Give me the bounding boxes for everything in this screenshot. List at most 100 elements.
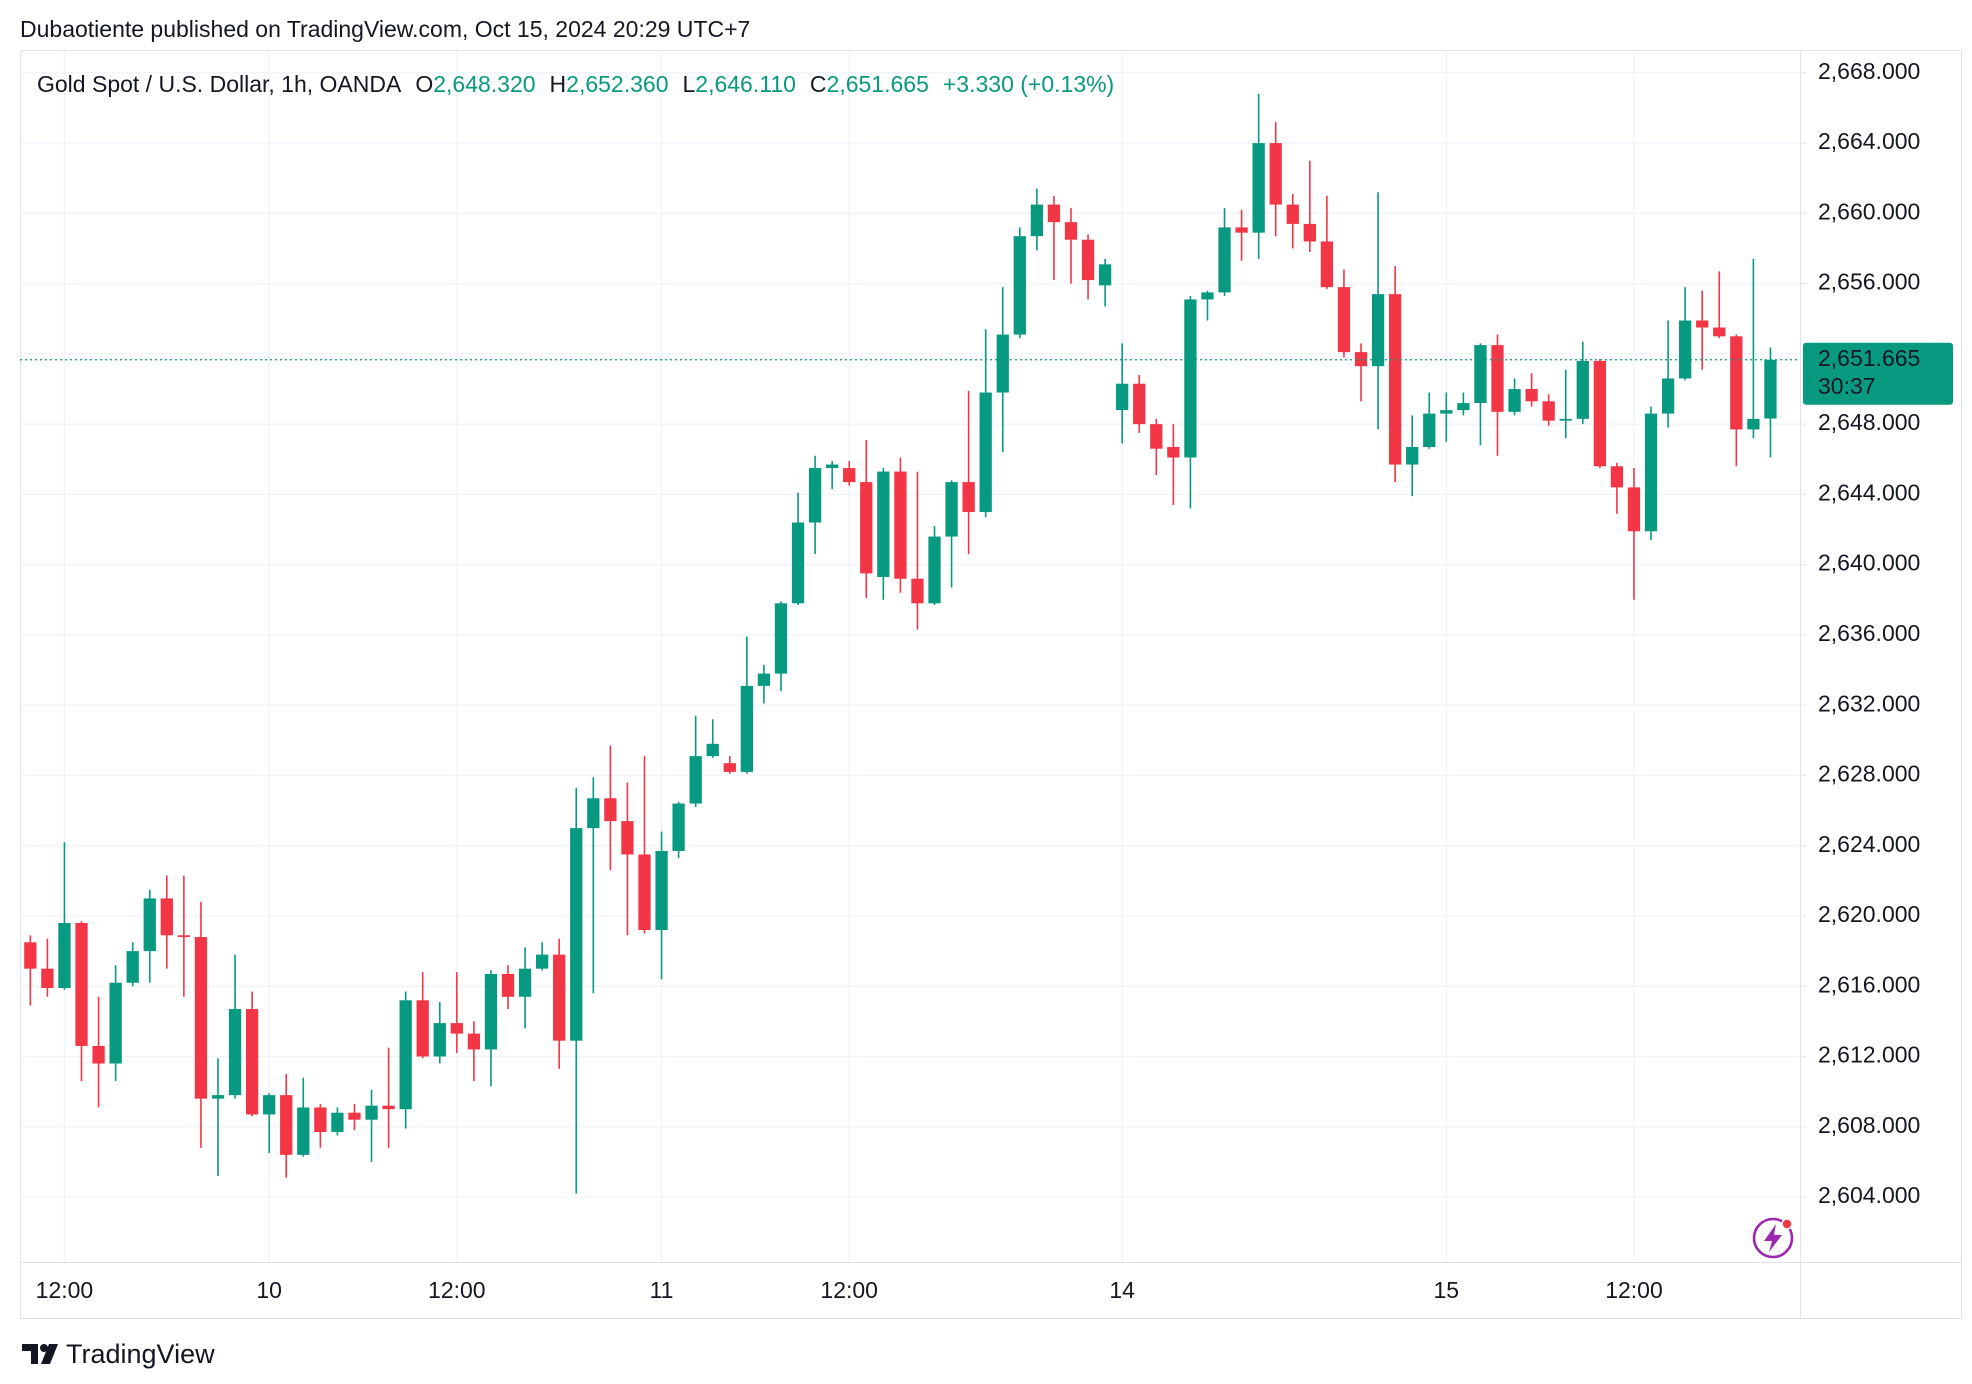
- candle-body: [604, 798, 617, 822]
- candle-body: [860, 482, 873, 574]
- candle-body: [808, 468, 822, 523]
- candle-body: [1064, 222, 1078, 240]
- grid: [20, 50, 1800, 1262]
- footer-logo: TradingView: [22, 1339, 215, 1369]
- candle-body: [1167, 446, 1180, 458]
- axes: 2,604.000 2,608.000 2,612.000 2,616.000 2,62…: [20, 58, 1953, 1303]
- candle-body: [1679, 320, 1692, 379]
- x-tick-label: 12:00: [36, 1277, 94, 1303]
- candle-body: [348, 1112, 361, 1120]
- candle-body: [1610, 466, 1624, 488]
- candle-body: [160, 898, 173, 936]
- candle-body: [1047, 204, 1061, 223]
- y-tick-label: 2,636.000: [1818, 620, 1920, 646]
- legend-key: C: [810, 71, 827, 97]
- candle-body: [1627, 487, 1641, 532]
- candle-body: [1184, 299, 1197, 458]
- candle-body: [1491, 345, 1504, 412]
- candle-body: [1218, 227, 1231, 293]
- candle-body: [655, 850, 668, 931]
- candle-body: [280, 1095, 293, 1155]
- y-tick-label: 2,632.000: [1818, 690, 1920, 716]
- candle-body: [1406, 446, 1419, 465]
- candle-body: [757, 673, 771, 686]
- logo-mark: [22, 1344, 38, 1364]
- y-tick-label: 2,624.000: [1818, 831, 1920, 857]
- candle-body: [297, 1107, 310, 1155]
- candle-body: [843, 468, 856, 483]
- candle-body: [774, 603, 788, 674]
- candle-body: [24, 942, 37, 969]
- legend: Gold Spot / U.S. Dollar, 1h, OANDA O2,648…: [37, 71, 1114, 97]
- y-tick-label: 2,604.000: [1818, 1182, 1920, 1208]
- candle-body: [1388, 294, 1402, 465]
- candle-body: [1150, 424, 1163, 449]
- candle-body: [365, 1105, 378, 1120]
- x-tick-label: 12:00: [820, 1277, 878, 1303]
- x-tick-label: 11: [650, 1277, 674, 1303]
- candle-body: [587, 798, 600, 829]
- legend-value: 2,646.110: [695, 71, 796, 97]
- candle-body: [706, 743, 719, 757]
- candle-body: [723, 763, 736, 772]
- candle-body: [1269, 143, 1282, 205]
- candle-body: [518, 968, 532, 997]
- candle-body: [877, 471, 890, 577]
- icon-bolt: [1764, 1224, 1782, 1252]
- y-tick-label: 2,628.000: [1818, 761, 1920, 787]
- legend-key: L: [683, 71, 696, 97]
- y-tick-label: 2,616.000: [1818, 971, 1920, 997]
- candle-body: [928, 536, 941, 604]
- y-tick-label: 2,608.000: [1818, 1112, 1920, 1138]
- candle-body: [1252, 143, 1265, 233]
- legend-change: +3.330 (+0.13%): [943, 71, 1114, 97]
- candle-body: [1593, 360, 1606, 467]
- candle-body: [450, 1023, 463, 1034]
- candle-body: [962, 482, 975, 512]
- candle-body: [143, 898, 156, 952]
- candle-body: [911, 578, 924, 604]
- candle-body: [92, 1045, 105, 1064]
- candle-body: [501, 973, 515, 997]
- y-tick-label: 2,664.000: [1818, 128, 1920, 154]
- candle-body: [689, 756, 702, 804]
- y-tick-label: 2,668.000: [1818, 58, 1920, 84]
- candle-body: [894, 471, 907, 579]
- candle-body: [1713, 327, 1726, 337]
- candle-body: [1764, 359, 1777, 419]
- candle-body: [1303, 223, 1316, 242]
- candle-body: [1337, 287, 1351, 353]
- y-tick-label: 2,620.000: [1818, 901, 1920, 927]
- legend-key: H: [550, 71, 567, 97]
- candle-body: [331, 1112, 344, 1133]
- candle-body: [1030, 204, 1044, 237]
- candle-body: [638, 854, 651, 931]
- candle-body: [1235, 227, 1248, 233]
- candle-body: [484, 973, 498, 1050]
- candle-body: [126, 951, 139, 983]
- x-tick-label: 12:00: [1605, 1277, 1663, 1303]
- candle-body: [75, 922, 88, 1046]
- candle-body: [399, 1000, 412, 1110]
- legend-value: 2,648.320: [433, 71, 535, 97]
- candle-body: [621, 821, 634, 855]
- candle-body: [416, 1000, 429, 1057]
- candle-body: [109, 982, 122, 1064]
- candle-body: [1576, 360, 1589, 419]
- candle-body: [1371, 294, 1385, 367]
- candle-body: [1457, 403, 1470, 411]
- candle-body: [1730, 336, 1743, 430]
- candle-body: [1116, 383, 1129, 411]
- candle-body: [1320, 241, 1334, 288]
- icon-dot: [1781, 1218, 1793, 1230]
- logo-mark: [41, 1344, 58, 1364]
- candle-body: [1423, 413, 1436, 447]
- candle-body: [979, 392, 992, 512]
- alert-icon: [1752, 1217, 1794, 1259]
- footer-logo-text: TradingView: [66, 1339, 215, 1369]
- candle-body: [996, 334, 1009, 393]
- y-tick-label: 2,644.000: [1818, 479, 1920, 505]
- candle-body: [553, 954, 566, 1041]
- candle-body: [945, 482, 958, 537]
